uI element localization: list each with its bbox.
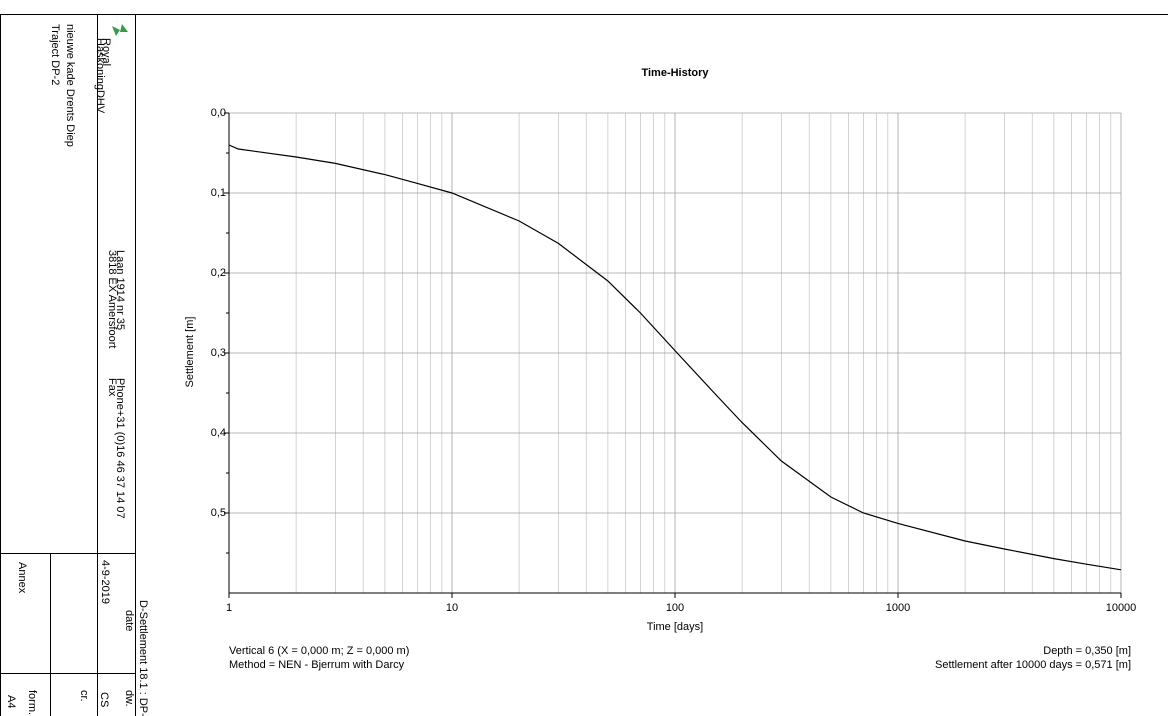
logo-text: Royal — [100, 38, 112, 66]
form: A4 — [5, 695, 17, 708]
x-tick-label: 1000 — [886, 602, 910, 614]
project-text: nieuwe kade Drents Diep — [64, 24, 76, 147]
x-tick-label: 1 — [226, 602, 232, 614]
annotation: Method = NEN - Bjerrum with Darcy — [229, 659, 405, 671]
x-tick-label: 10000 — [1106, 602, 1137, 614]
annotation: Settlement after 10000 days = 0,571 [m] — [935, 659, 1131, 671]
fax-label: Fax — [106, 378, 118, 397]
x-tick-label: 100 — [666, 602, 684, 614]
file-name: D-Settlement 18.1 : DP-2.sli — [137, 600, 149, 716]
x-tick-label: 10 — [446, 602, 458, 614]
phone-label: Phone — [114, 378, 126, 410]
y-axis-label: Settlement [m] — [184, 317, 196, 388]
address: 3818 EX Amersfoort — [106, 250, 118, 348]
date: 4-9-2019 — [99, 560, 111, 604]
annex: Annex — [16, 562, 28, 594]
cr-label: cr. — [78, 690, 90, 702]
y-tick-label: 0,5 — [211, 507, 226, 519]
y-tick-label: 0,4 — [211, 427, 226, 439]
y-tick-label: 0,1 — [211, 187, 226, 199]
dw: CS — [98, 692, 110, 707]
annotation: Depth = 0,350 [m] — [1043, 645, 1131, 657]
project-text: Traject DP-2 — [49, 24, 61, 85]
phone: +31 (0)16 46 37 14 07 — [114, 410, 126, 519]
y-tick-label: 0,2 — [211, 267, 226, 279]
annotation: Vertical 6 (X = 0,000 m; Z = 0,000 m) — [229, 645, 409, 657]
chart-title: Time-History — [641, 67, 709, 79]
x-axis-label: Time [days] — [647, 621, 703, 633]
y-tick-label: 0,3 — [211, 347, 226, 359]
logo-text: HaskoningDHV — [94, 38, 106, 114]
logo: Royal HaskoningDHV — [94, 24, 128, 114]
settlement-curve — [228, 144, 1122, 571]
dw-label: dw. — [123, 690, 135, 707]
y-tick-label: 0,0 — [211, 107, 226, 119]
form-label: form. — [26, 690, 38, 715]
address: Laan 1914 nr 35 — [114, 250, 126, 330]
date-label: date — [123, 610, 135, 631]
